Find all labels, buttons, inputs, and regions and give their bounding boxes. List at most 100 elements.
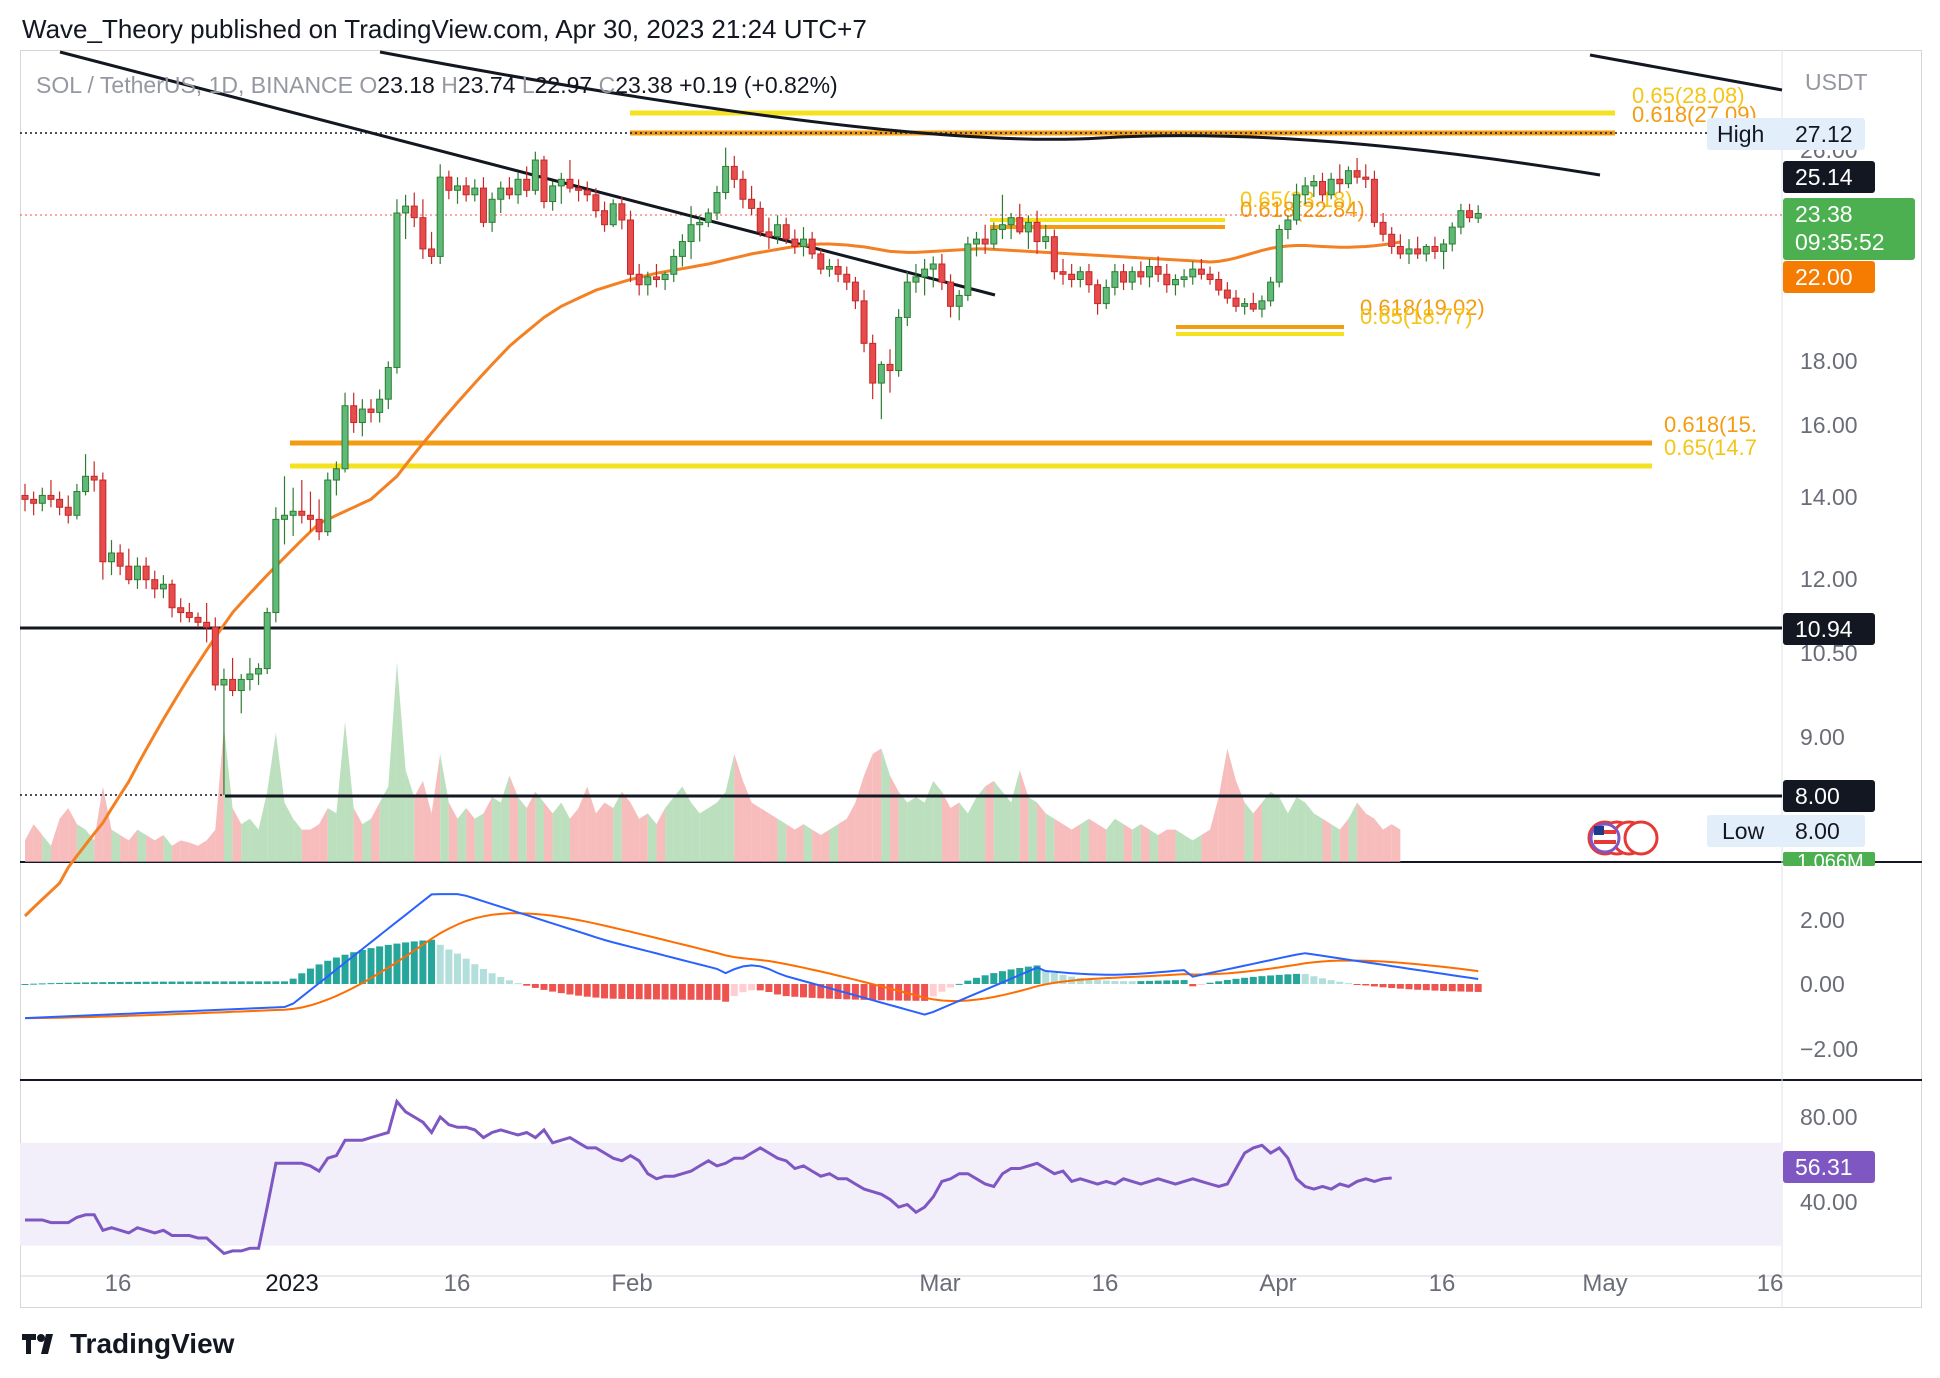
candle-body — [350, 405, 358, 424]
macd-histogram-bar — [168, 981, 176, 984]
volume-bar — [950, 802, 960, 862]
ema-value-tag-text: 22.00 — [1795, 264, 1853, 290]
candle-body — [1448, 226, 1456, 245]
macd-histogram-bar — [635, 984, 643, 1000]
low-line-tag: 8.00 — [1783, 780, 1875, 812]
macd-histogram-bar — [592, 984, 600, 998]
macd-histogram-bar — [246, 981, 254, 984]
macd-histogram-bar — [1422, 984, 1430, 991]
candle-body — [428, 248, 436, 257]
volume-bar — [215, 726, 224, 862]
volume-bar — [742, 780, 752, 862]
macd-histogram-bar — [1370, 984, 1378, 987]
macd-histogram-bar — [402, 942, 410, 984]
macd-histogram-bar — [73, 982, 81, 984]
volume-bar — [1253, 802, 1262, 862]
volume-bar — [924, 780, 934, 862]
macd-histogram-bar — [722, 984, 730, 1002]
volume-bar — [258, 791, 268, 862]
macd-signal-line — [25, 912, 1479, 1020]
macd-histogram-bar — [825, 984, 833, 999]
candle-body — [774, 224, 782, 238]
macd-histogram-bar — [1197, 984, 1205, 985]
last-price-tag-bg — [1783, 198, 1915, 260]
candle-body — [938, 263, 946, 283]
candle-body — [834, 266, 842, 275]
candle-body — [159, 583, 167, 590]
candle-body — [618, 203, 626, 221]
volume-bar — [1054, 818, 1063, 862]
candle-body — [825, 266, 833, 270]
macd-histogram-bar — [419, 940, 427, 984]
candle-body — [358, 408, 366, 424]
volume-bar — [1028, 797, 1038, 862]
volume-bar — [33, 824, 43, 862]
candle-body — [583, 189, 591, 196]
volume-bar — [881, 748, 890, 862]
macd-histogram-bar — [765, 984, 773, 993]
macd-histogram-bar — [566, 984, 574, 995]
candle-body — [203, 621, 211, 628]
volume-bar — [163, 834, 173, 862]
candle-body — [151, 579, 159, 590]
rsi-tick-label: 40.00 — [1800, 1189, 1858, 1215]
volume-bar — [102, 786, 112, 862]
macd-histogram-bar — [194, 981, 202, 984]
rsi-line — [25, 1098, 1392, 1256]
candle-body — [877, 363, 885, 384]
macd-histogram-bar — [739, 984, 747, 993]
volume-bar — [561, 802, 570, 862]
macd-histogram-bar — [1319, 978, 1326, 984]
macd-histogram-bar — [47, 983, 55, 985]
candle-body — [549, 185, 557, 203]
high-value-tag-bg — [1783, 118, 1865, 150]
macd-histogram-bar — [1094, 979, 1102, 984]
volume-bar — [725, 753, 735, 862]
macd-histogram-bar — [263, 981, 271, 984]
volume-bar — [1011, 770, 1020, 862]
macd-histogram-bar — [64, 982, 72, 984]
macd-histogram-bar — [929, 984, 937, 997]
volume-bar — [474, 813, 484, 862]
candle-body — [998, 224, 1006, 230]
volume-bar — [431, 753, 441, 862]
candle-body — [220, 678, 228, 686]
candle-body — [627, 219, 634, 275]
symbol-legend: SOL / TetherUS, 1D, BINANCE O23.18 H23.7… — [36, 72, 838, 99]
macd-histogram-bar — [748, 984, 756, 991]
candle-body — [661, 273, 669, 280]
volume-bar — [890, 775, 899, 862]
time-axis-label: Feb — [611, 1270, 652, 1297]
candle-body — [973, 238, 980, 245]
candle-body — [1405, 248, 1413, 255]
volume-bar — [362, 818, 371, 862]
candle-body — [1068, 273, 1076, 280]
legend-open: 23.18 — [377, 72, 435, 98]
macd-histogram-bar — [315, 964, 323, 984]
volume-bar — [466, 807, 475, 862]
candle-body — [1085, 271, 1093, 286]
tradingview-logo-icon[interactable] — [20, 1332, 60, 1356]
volume-bar — [1140, 824, 1150, 862]
macd-histogram-bar — [203, 981, 211, 984]
candle-body — [1414, 248, 1422, 255]
candle-body — [1059, 271, 1067, 275]
macd-histogram-bar — [454, 953, 461, 984]
fib-label-bottom-0618: 0.618(15. — [1664, 412, 1757, 437]
volume-bar — [1296, 797, 1306, 862]
macd-histogram-bar — [367, 948, 375, 984]
candle-body — [678, 241, 686, 257]
candle-body — [808, 238, 816, 255]
legend-symbol[interactable]: SOL / TetherUS, 1D, BINANCE — [36, 72, 354, 98]
candle-body — [895, 316, 903, 372]
volume-bar — [293, 818, 302, 862]
macd-histogram-bar — [1232, 978, 1240, 984]
macd-histogram-bar — [1033, 965, 1041, 984]
footer-brand[interactable]: TradingView — [70, 1328, 235, 1359]
macd-histogram-bar — [281, 981, 288, 984]
low-line-tag-bg — [1783, 780, 1875, 812]
macd-histogram-bar — [1448, 984, 1456, 992]
volume-bar — [1270, 791, 1280, 862]
candle-body — [410, 205, 418, 219]
